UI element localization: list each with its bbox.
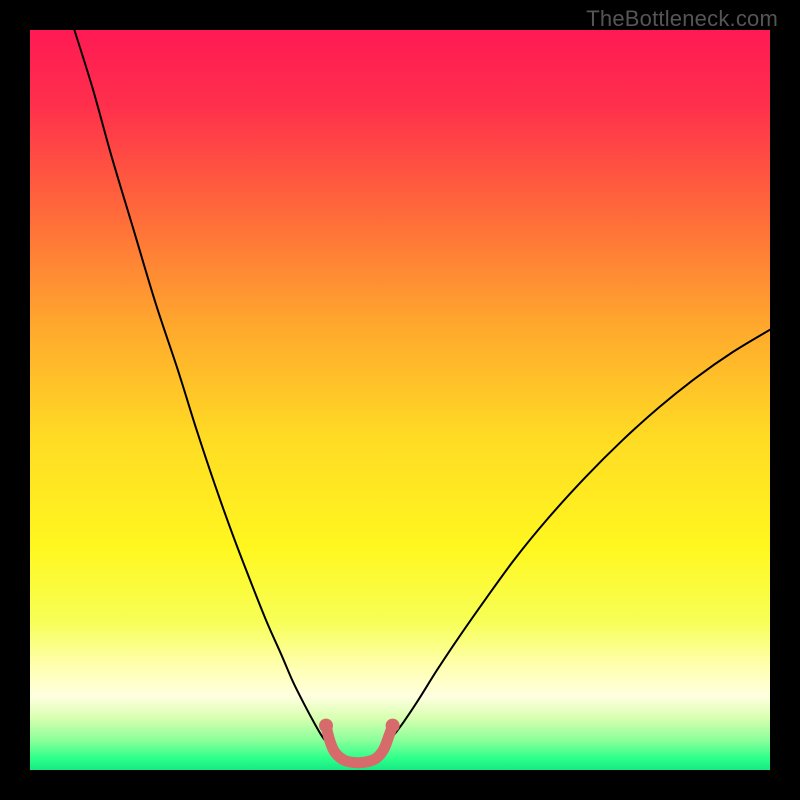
chart-svg: [30, 30, 770, 770]
watermark-text: TheBottleneck.com: [586, 6, 778, 32]
chart-background: [30, 30, 770, 770]
valley-marker-left: [319, 719, 333, 733]
bottleneck-chart: [30, 30, 770, 770]
valley-marker-right: [386, 719, 400, 733]
